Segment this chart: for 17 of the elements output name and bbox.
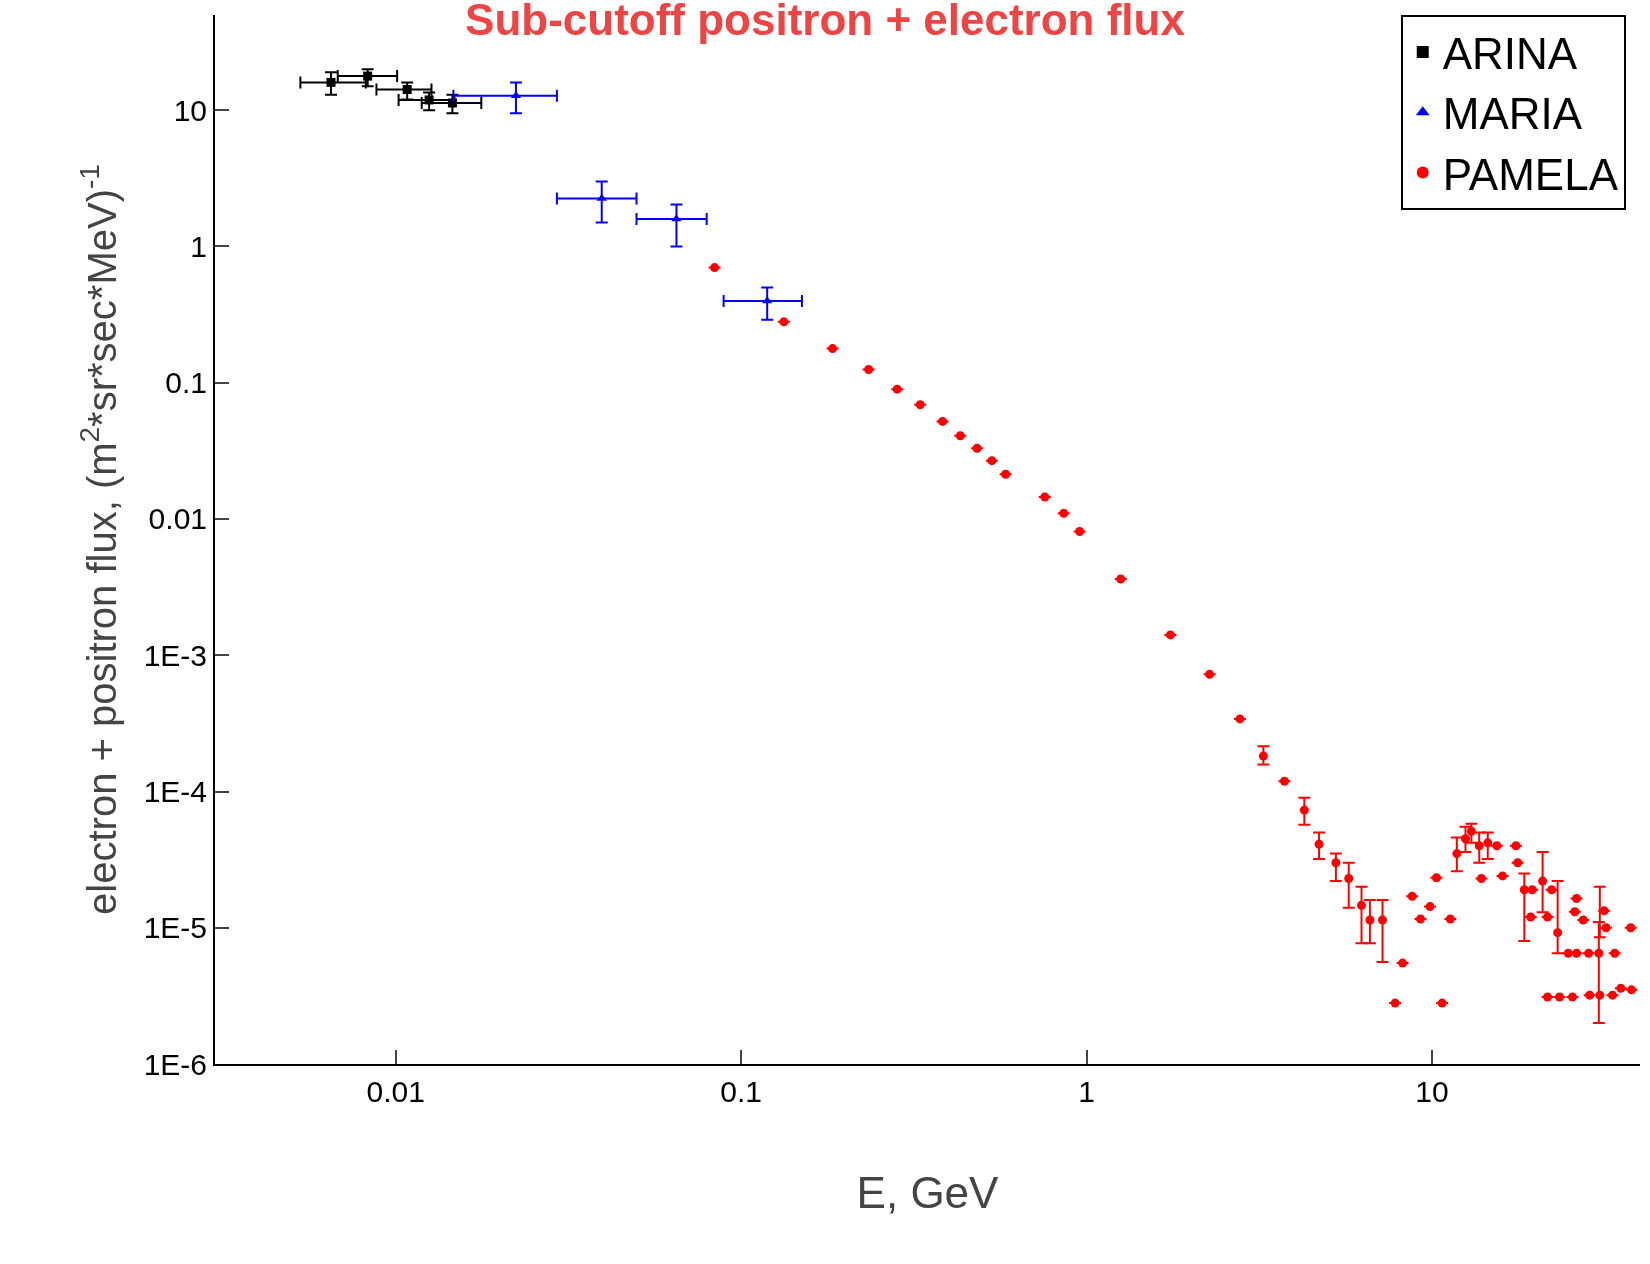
y-tick-label: 1E-5	[143, 911, 207, 945]
x-tick-label: 1	[1078, 1075, 1095, 1108]
legend-label: ARINA	[1442, 29, 1578, 79]
legend-label: MARIA	[1442, 89, 1583, 139]
y-tick-label: 1E-4	[143, 775, 207, 808]
y-tick-label: 0.01	[148, 502, 207, 536]
y-tick-label: 1E-6	[143, 1047, 207, 1081]
chart-title: Sub-cutoff positron + electron flux	[465, 0, 1186, 44]
y-tick-label: 0.1	[165, 366, 207, 400]
y-tick-label: 1E-3	[143, 638, 207, 672]
legend-label: PAMELA	[1442, 149, 1619, 199]
y-tick-label: 1	[190, 229, 207, 263]
x-tick-label: 10	[1415, 1075, 1449, 1108]
x-tick-label: 0.1	[720, 1075, 762, 1108]
y-tick-label: 10	[173, 93, 207, 127]
x-axis-title: E, GeV	[856, 1167, 1000, 1217]
x-tick-label: 0.01	[366, 1075, 425, 1108]
